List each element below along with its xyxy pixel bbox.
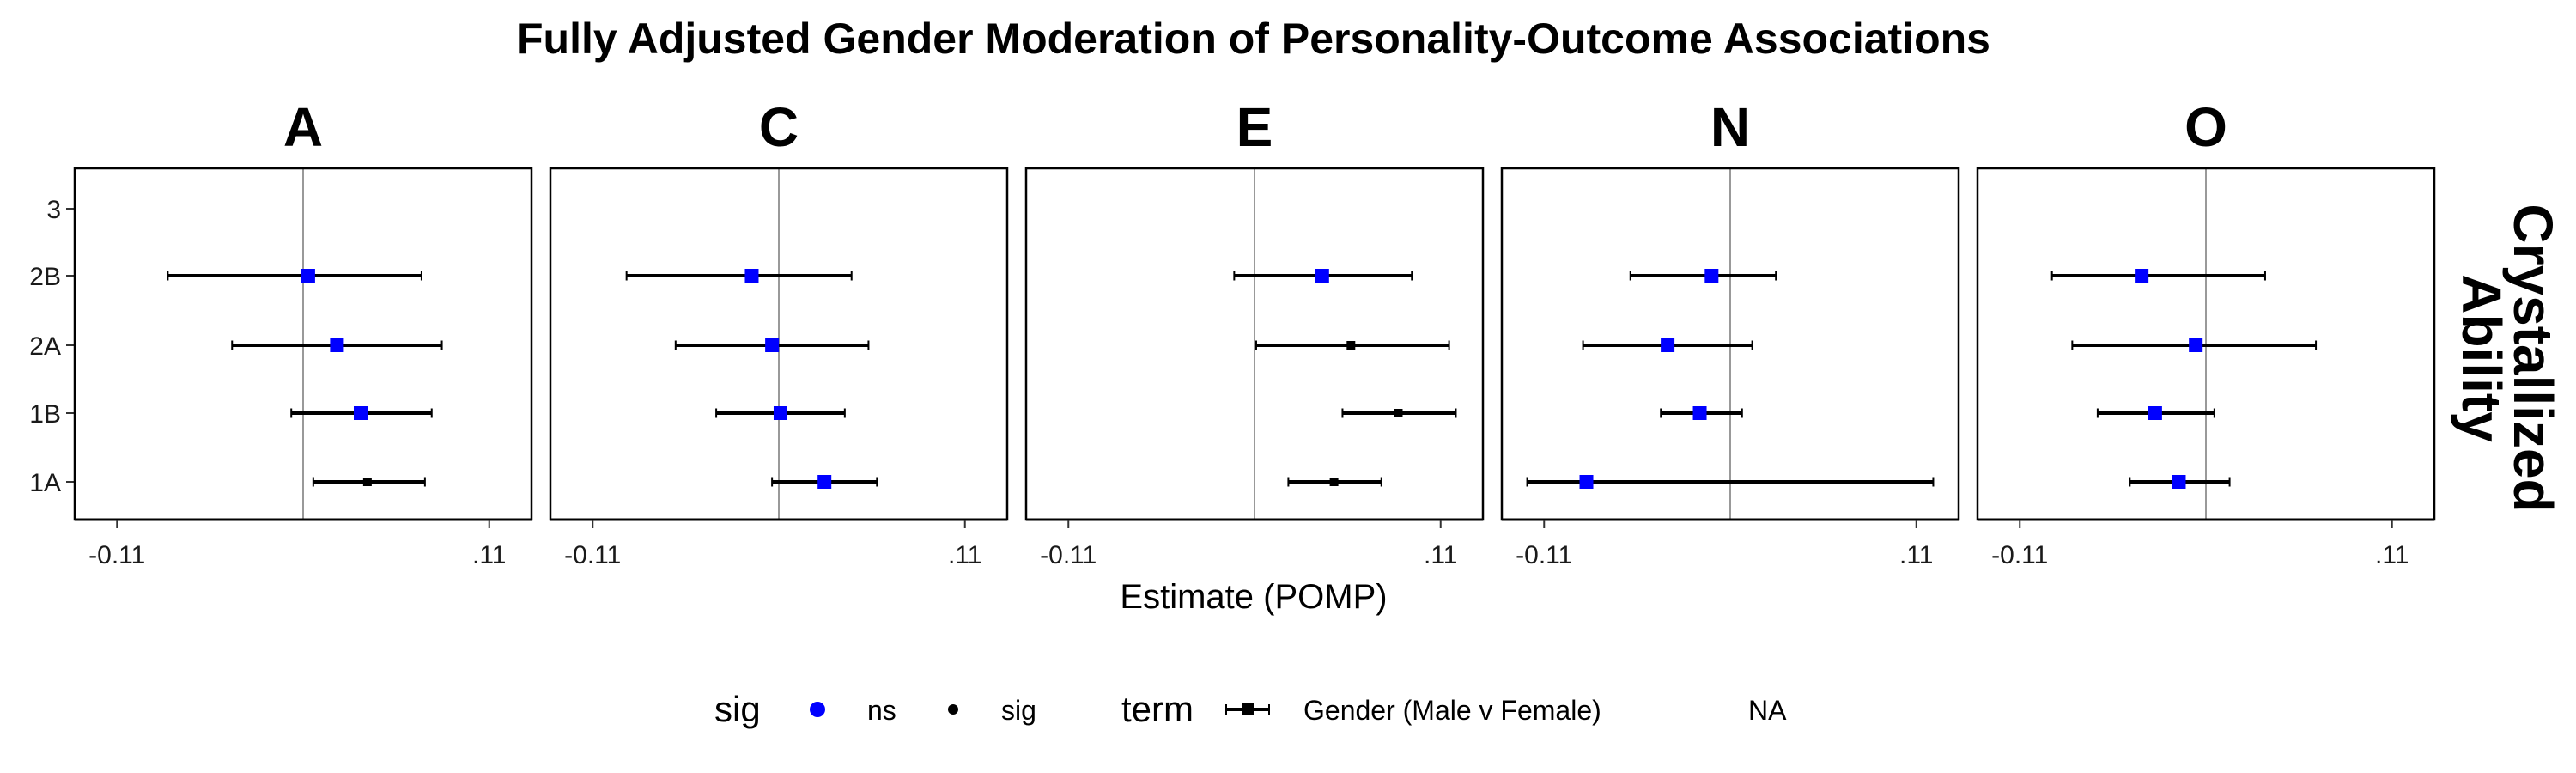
estimate-point-2a <box>1255 340 1450 350</box>
legend-title-term: term <box>1121 689 1194 729</box>
legend-key-term-marker <box>1242 703 1254 715</box>
estimate-point-1b <box>1341 408 1457 418</box>
x-tick-label: -0.11 <box>1040 541 1097 569</box>
point-marker <box>1394 409 1403 417</box>
facet-strip-label: E <box>1236 96 1273 158</box>
point-marker <box>353 406 368 420</box>
legend-key-sig <box>948 704 958 715</box>
point-marker <box>2172 475 2186 489</box>
estimate-point-1a <box>2129 475 2231 489</box>
estimate-point-2a <box>231 338 443 352</box>
point-marker <box>2189 338 2203 352</box>
x-axis-label: Estimate (POMP) <box>1120 578 1387 616</box>
x-tick-label: -0.11 <box>564 541 621 569</box>
point-marker <box>1692 406 1707 420</box>
estimate-point-2b <box>625 269 853 283</box>
chart-title: Fully Adjusted Gender Moderation of Pers… <box>517 15 1990 63</box>
facet-strip-label: O <box>2184 96 2227 158</box>
x-tick-label: -0.11 <box>88 541 145 569</box>
facet-strip-label: N <box>1710 96 1750 158</box>
legend-label-term-1: NA <box>1748 695 1787 726</box>
estimate-point-1a <box>1526 475 1935 489</box>
legend-label-term-0: Gender (Male v Female) <box>1303 695 1601 726</box>
y-tick-label: 2B <box>29 263 61 291</box>
point-marker <box>744 269 759 283</box>
x-tick-label: .11 <box>948 541 981 569</box>
legend-key-ns <box>810 702 825 717</box>
estimate-point-2b <box>167 269 422 283</box>
facet-strip-label: C <box>759 96 799 158</box>
estimate-point-1b <box>290 406 433 420</box>
point-marker <box>362 478 372 486</box>
facet-panel-c: C -0.11 .11 <box>549 96 1009 569</box>
point-marker <box>330 338 344 352</box>
x-tick-label: -0.11 <box>1991 541 2048 569</box>
point-marker <box>1704 269 1719 283</box>
facet-panel-o: O -0.11 .11 <box>1976 96 2436 569</box>
point-marker <box>1329 478 1339 486</box>
estimate-point-1a <box>1287 477 1382 487</box>
estimate-point-2b <box>1233 269 1413 283</box>
x-tick-label: .11 <box>1424 541 1457 569</box>
estimate-point-2b <box>2050 269 2266 283</box>
point-marker <box>773 406 787 420</box>
facet-strip-label: A <box>283 96 323 158</box>
point-marker <box>1346 341 1356 350</box>
y-tick-label: 1B <box>29 400 61 429</box>
point-marker <box>817 475 832 489</box>
point-marker <box>1315 269 1329 283</box>
legend-label-sig: sig <box>1001 695 1036 726</box>
estimate-point-2a <box>2071 338 2318 352</box>
y-tick-label: 1A <box>29 469 61 497</box>
x-tick-label: .11 <box>1899 541 1933 569</box>
facet-panel-e: E -0.11 .11 <box>1024 96 1485 569</box>
point-marker <box>765 338 780 352</box>
point-marker <box>301 269 315 283</box>
legend-title-sig: sig <box>714 689 761 729</box>
estimate-point-1a <box>312 477 426 487</box>
estimate-point-2a <box>674 338 870 352</box>
facet-panels: A 3 2B 2A 1B 1A -0.11 .11 C -0.11 .11 E -0.11 .11 N -0.… <box>29 96 2436 569</box>
estimate-point-2a <box>1582 338 1753 352</box>
x-tick-label: -0.11 <box>1516 541 1572 569</box>
point-marker <box>2148 406 2162 420</box>
legend-label-ns: ns <box>867 695 896 726</box>
point-marker <box>1661 338 1675 352</box>
facet-panel-n: N -0.11 .11 <box>1500 96 1960 569</box>
x-tick-label: .11 <box>2375 541 2409 569</box>
y-tick-label: 3 <box>46 196 61 224</box>
estimate-point-2b <box>1629 269 1777 283</box>
y-tick-label: 2A <box>29 332 61 361</box>
estimate-point-1a <box>771 475 878 489</box>
estimate-point-1b <box>2096 406 2215 420</box>
facet-row-label-line-1: Crystallized <box>2502 204 2564 512</box>
x-tick-label: .11 <box>472 541 506 569</box>
point-marker <box>2135 269 2149 283</box>
facet-panel-a: A 3 2B 2A 1B 1A -0.11 .11 <box>29 96 533 569</box>
estimate-point-1b <box>1660 406 1743 420</box>
point-marker <box>1579 475 1594 489</box>
legend: sig ns sig term Gender (Male v Female) NA <box>714 689 1787 729</box>
facet-row-label-line-2: Ability <box>2451 274 2512 442</box>
estimate-point-1b <box>715 406 846 420</box>
